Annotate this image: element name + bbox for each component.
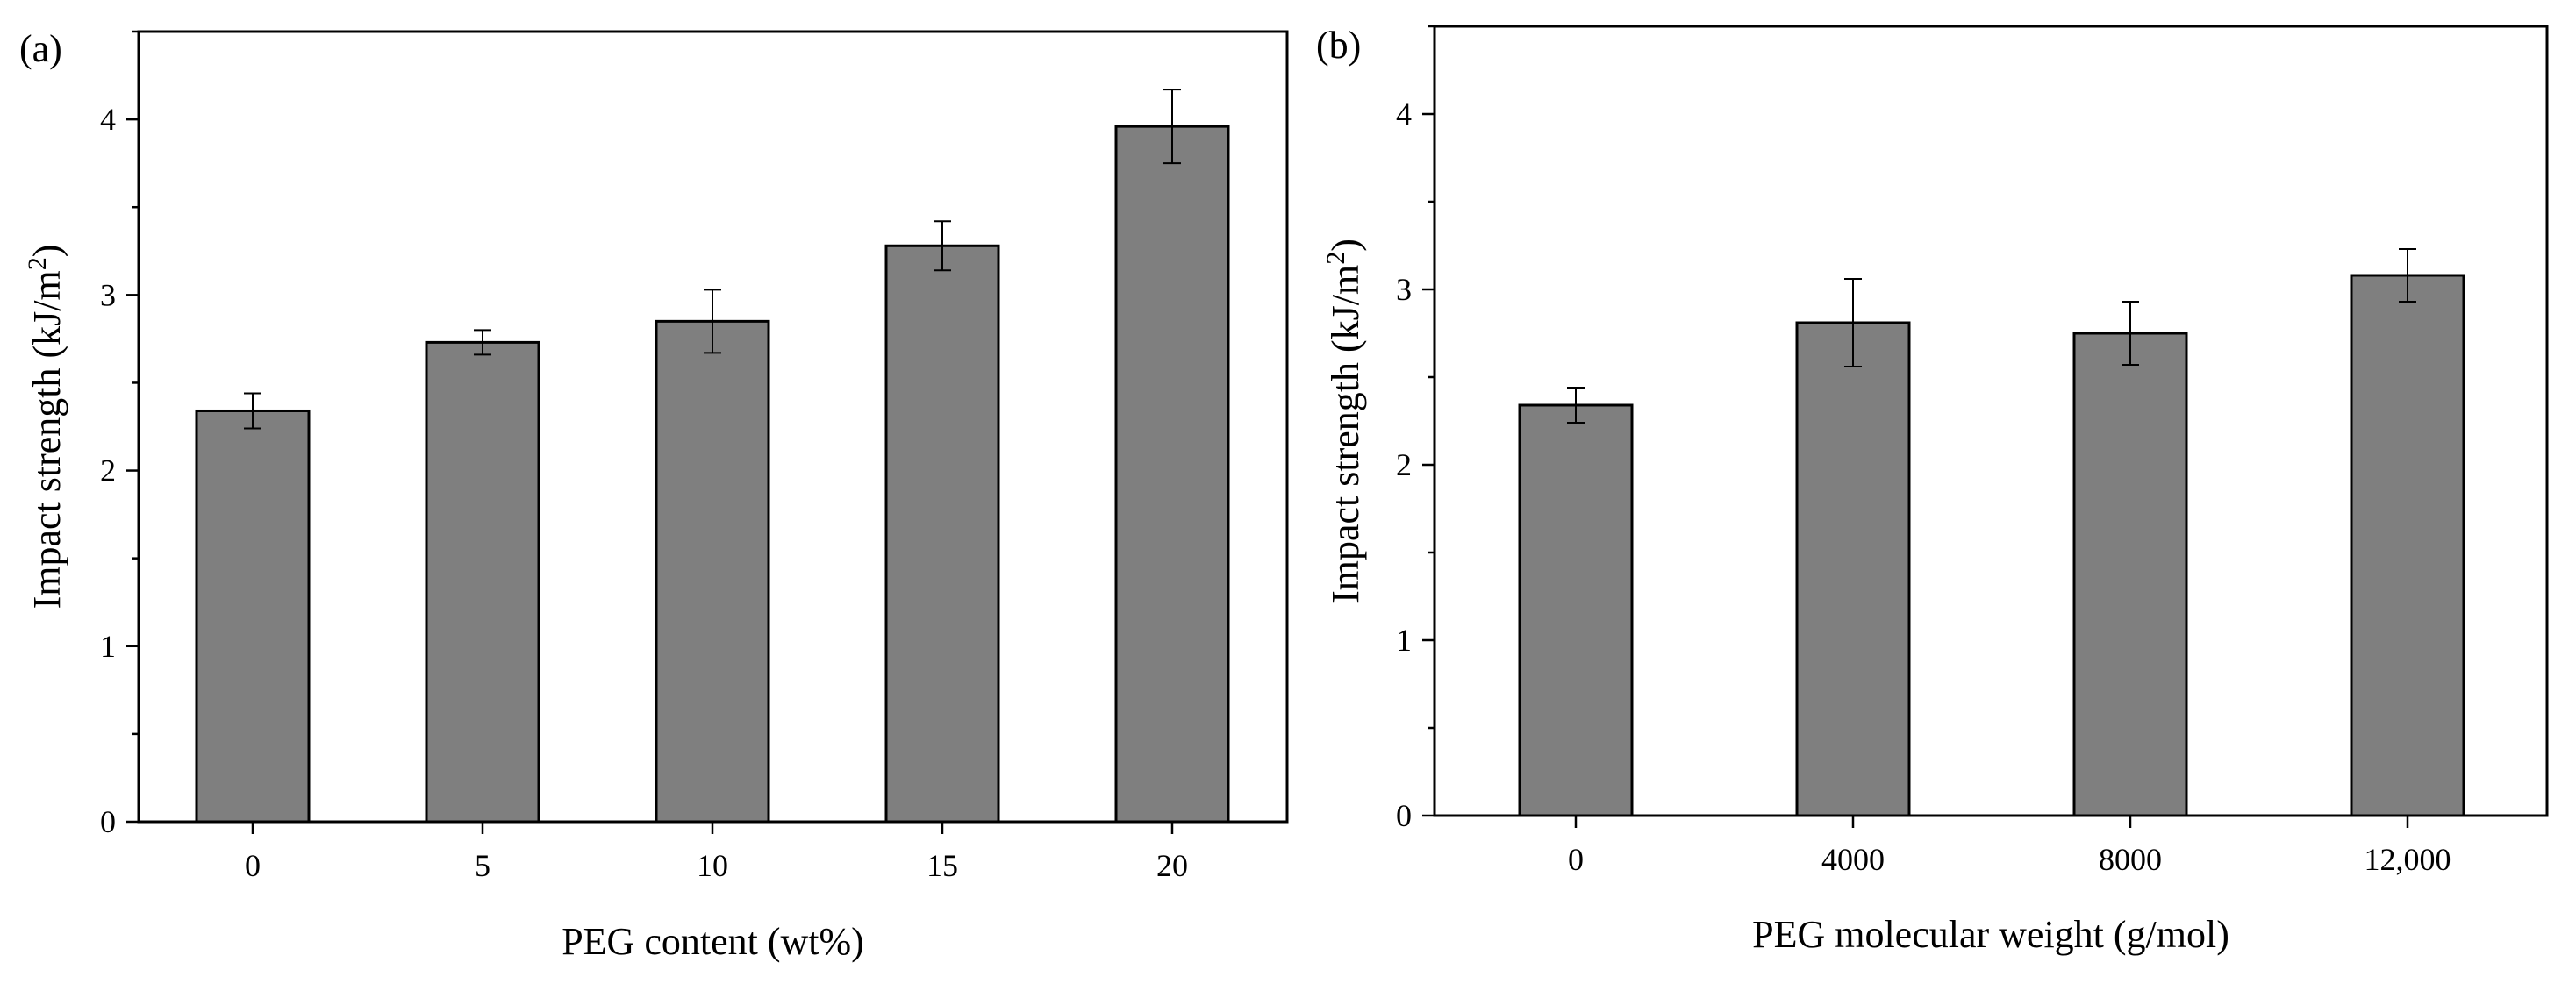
panel-b-y-tick-label-1: 1	[1396, 623, 1412, 658]
panel-b-error-bar-2	[2122, 301, 2139, 366]
panel-a-x-axis-title: PEG content (wt%)	[562, 920, 864, 963]
panel-b-y-tick-label-2: 2	[1396, 447, 1412, 482]
panel-b-bar-2	[2072, 332, 2188, 817]
panel-b-label: (b)	[1316, 24, 1361, 67]
panel-a-y-axis-title: Impact strength (kJ/m2)	[23, 245, 68, 610]
panel-a-y-tick-label-1: 1	[100, 629, 116, 664]
panel-b-bar-3	[2350, 274, 2465, 817]
panel-a-y-axis-title-sup: 2	[23, 257, 52, 270]
panel-a-bar-1	[425, 340, 540, 824]
panel-b: (b) 0 1 2 3 4 0 4000 8000 12,000 PEG molecular …	[1316, 24, 2549, 956]
panel-b-x-tick-label-2: 8000	[2099, 842, 2162, 877]
panel-a-error-bars	[244, 89, 1181, 430]
panel-a-y-tick-label-4: 4	[100, 102, 116, 137]
panel-a-error-bar-4	[1163, 89, 1181, 165]
panel-b-error-bar-3	[2399, 248, 2416, 303]
panel-b-plot-frame	[1433, 25, 2549, 817]
panel-b-x-tick-label-0: 0	[1568, 842, 1584, 877]
panel-a-x-tick-label-4: 20	[1156, 848, 1188, 883]
panel-a-error-bar-2	[704, 289, 721, 354]
panel-a-bar-0	[195, 409, 311, 824]
panel-b-bar-0	[1518, 403, 1634, 817]
panel-b-error-bars	[1567, 248, 2416, 424]
panel-b-y-axis-title: Impact strength (kJ/m2)	[1321, 239, 1367, 603]
panel-a-y-ticks: 0 1 2 3 4	[100, 30, 139, 839]
panel-b-error-bar-1	[1844, 278, 1862, 367]
panel-a-x-ticks: 0 5 10 15 20	[245, 822, 1188, 883]
panel-b-x-tick-label-3: 12,000	[2365, 842, 2451, 877]
panel-a-y-tick-label-3: 3	[100, 277, 116, 312]
panel-a-error-bar-1	[474, 329, 491, 356]
panel-b-y-axis-title-main: Impact strength (kJ/m	[1324, 265, 1367, 603]
panel-b-x-axis-title: PEG molecular weight (g/mol)	[1752, 913, 2229, 956]
panel-b-bars	[1518, 274, 2465, 817]
panel-b-y-axis-title-tail: )	[1324, 239, 1367, 252]
panel-a: (a) 0 1 2 3 4 0 5 10 15 20 PEG content (wt%) Imp…	[19, 27, 1289, 963]
panel-a-x-tick-label-0: 0	[245, 848, 261, 883]
panel-a-x-tick-label-2: 10	[697, 848, 728, 883]
panel-a-y-tick-label-0: 0	[100, 804, 116, 839]
panel-a-error-bar-0	[244, 392, 261, 430]
panel-a-label: (a)	[19, 27, 62, 70]
panel-a-bar-3	[884, 244, 1000, 824]
panel-b-bar-1	[1795, 321, 1911, 817]
panel-a-bar-4	[1114, 125, 1230, 824]
panel-b-x-tick-label-1: 4000	[1821, 842, 1885, 877]
panel-a-y-axis-title-main: Impact strength (kJ/m	[25, 270, 68, 609]
panel-a-bar-2	[655, 319, 770, 824]
panel-a-y-axis-title-tail: )	[25, 245, 68, 258]
panel-a-x-tick-label-3: 15	[927, 848, 958, 883]
panel-b-y-tick-label-3: 3	[1396, 272, 1412, 307]
panel-b-y-tick-label-4: 4	[1396, 96, 1412, 132]
panel-a-x-tick-label-1: 5	[475, 848, 490, 883]
panel-b-y-ticks: 0 1 2 3 4	[1396, 25, 1435, 833]
panel-b-y-tick-label-0: 0	[1396, 798, 1412, 833]
panel-a-y-tick-label-2: 2	[100, 453, 116, 488]
panel-b-y-axis-title-sup: 2	[1321, 252, 1350, 265]
panel-b-error-bar-0	[1567, 387, 1585, 424]
panel-b-x-ticks: 0 4000 8000 12,000	[1568, 816, 2451, 877]
panel-a-error-bar-3	[934, 220, 951, 272]
